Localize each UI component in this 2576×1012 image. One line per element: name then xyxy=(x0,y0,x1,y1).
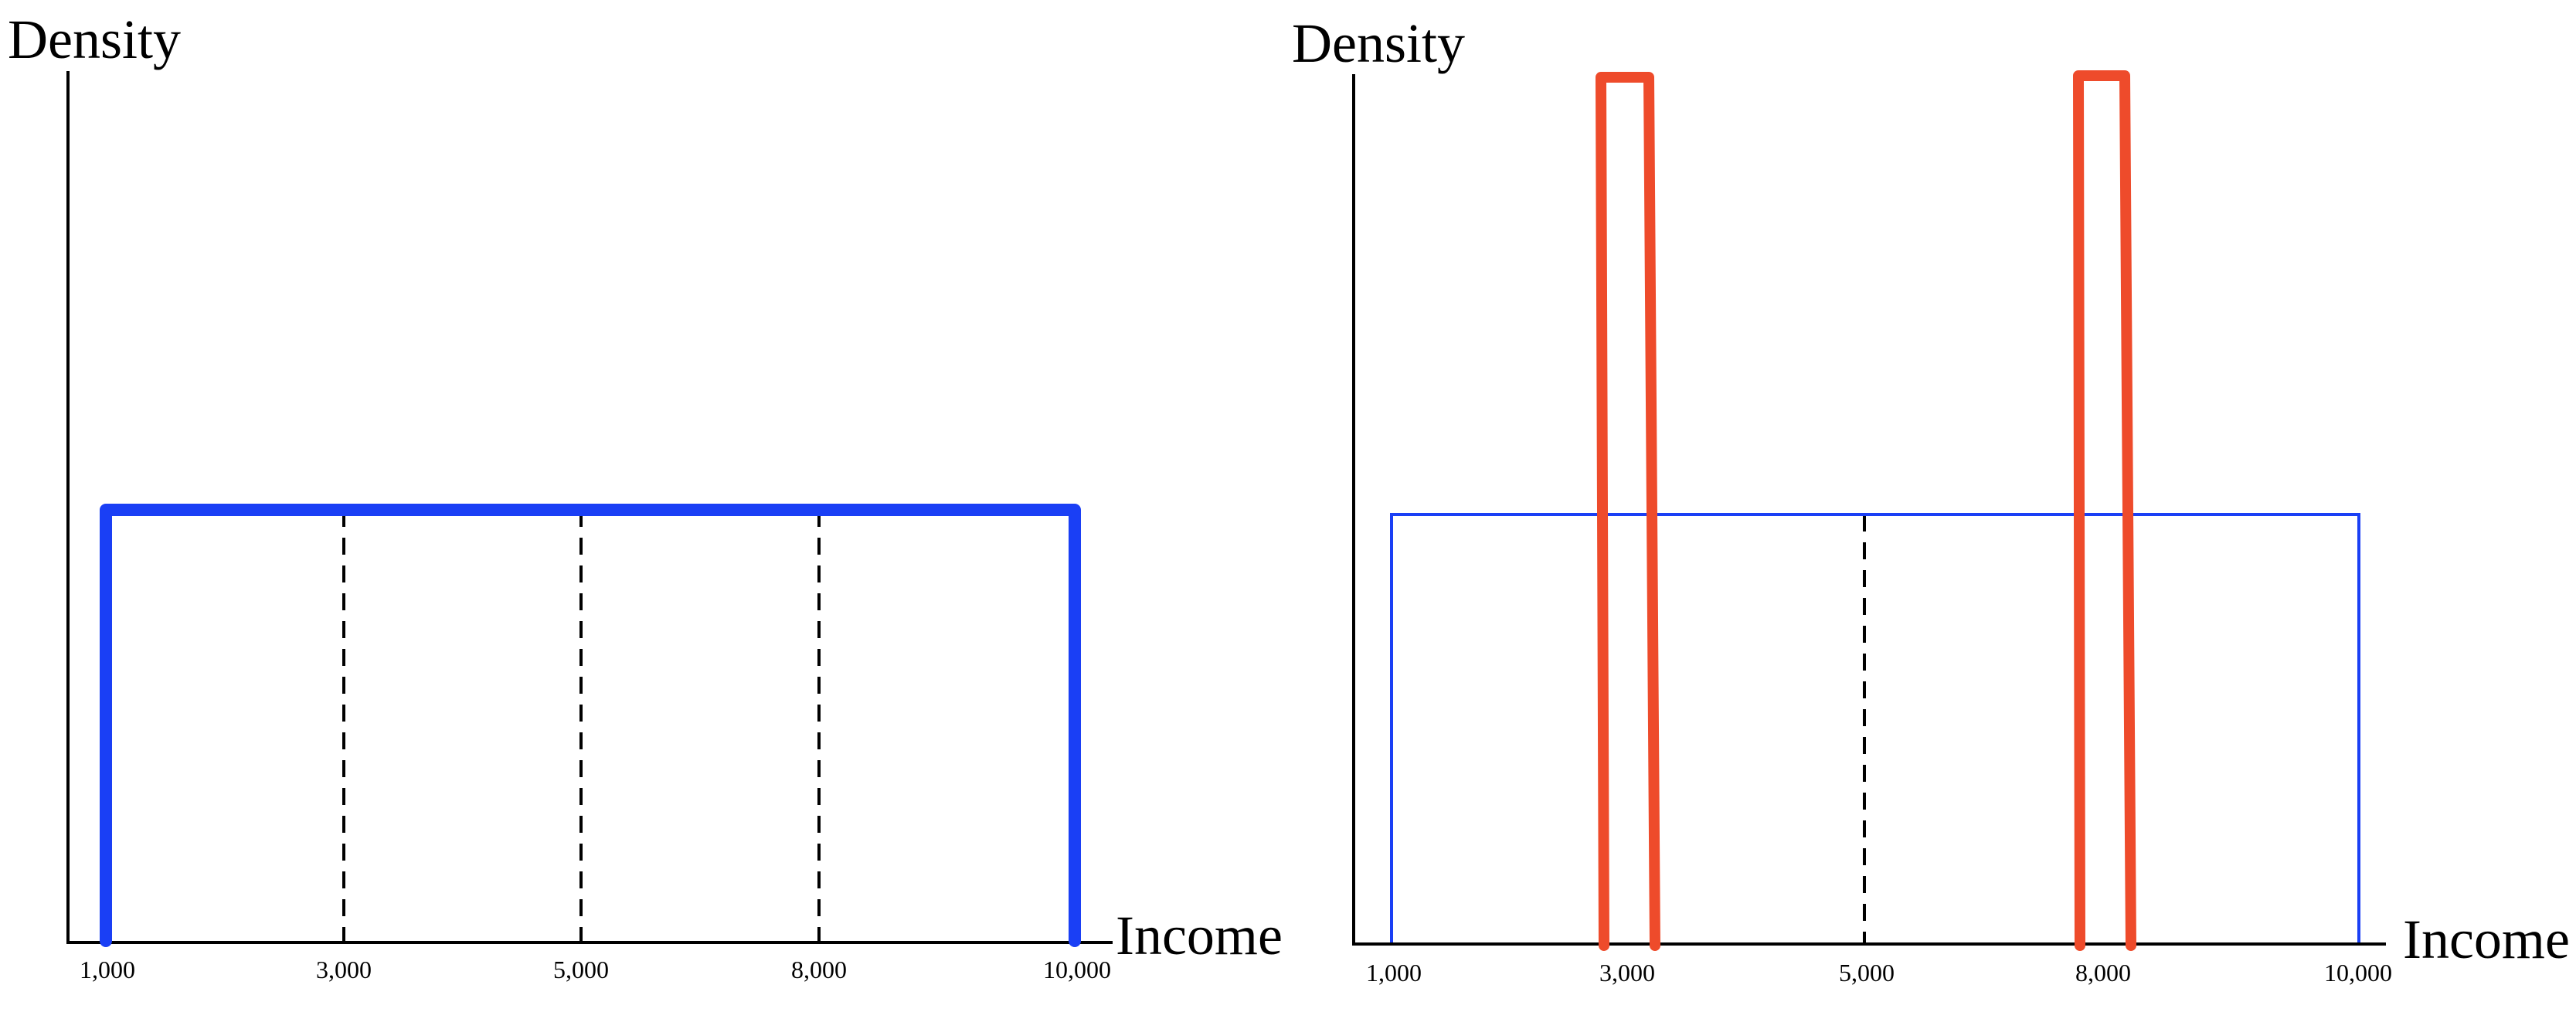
left-x-axis-label: Income xyxy=(1116,905,1283,966)
right-tick-5000: 5,000 xyxy=(1839,959,1895,987)
right-tick-10000: 10,000 xyxy=(2324,959,2392,987)
left-y-axis-label: Density xyxy=(8,8,181,70)
left-tick-10000: 10,000 xyxy=(1043,956,1111,983)
right-spike-3000 xyxy=(1596,72,1660,951)
left-tick-3000: 3,000 xyxy=(316,956,372,983)
right-y-axis-label: Density xyxy=(1292,12,1465,74)
left-panel: Density Income 1,000 3,000 5,000 8,000 1… xyxy=(8,8,1283,983)
right-tick-8000: 8,000 xyxy=(2075,959,2131,987)
right-x-axis-label: Income xyxy=(2403,908,2570,970)
right-tick-3000: 3,000 xyxy=(1599,959,1655,987)
left-uniform-density xyxy=(100,504,1081,947)
right-uniform-density xyxy=(1390,513,2360,942)
left-tick-8000: 8,000 xyxy=(791,956,847,983)
left-tick-5000: 5,000 xyxy=(553,956,609,983)
right-tick-1000: 1,000 xyxy=(1366,959,1422,987)
left-tick-1000: 1,000 xyxy=(80,956,135,983)
right-panel: Density Income 1,000 3,000 5,000 8,000 1… xyxy=(1292,12,2570,987)
right-spike-8000 xyxy=(2073,70,2136,951)
